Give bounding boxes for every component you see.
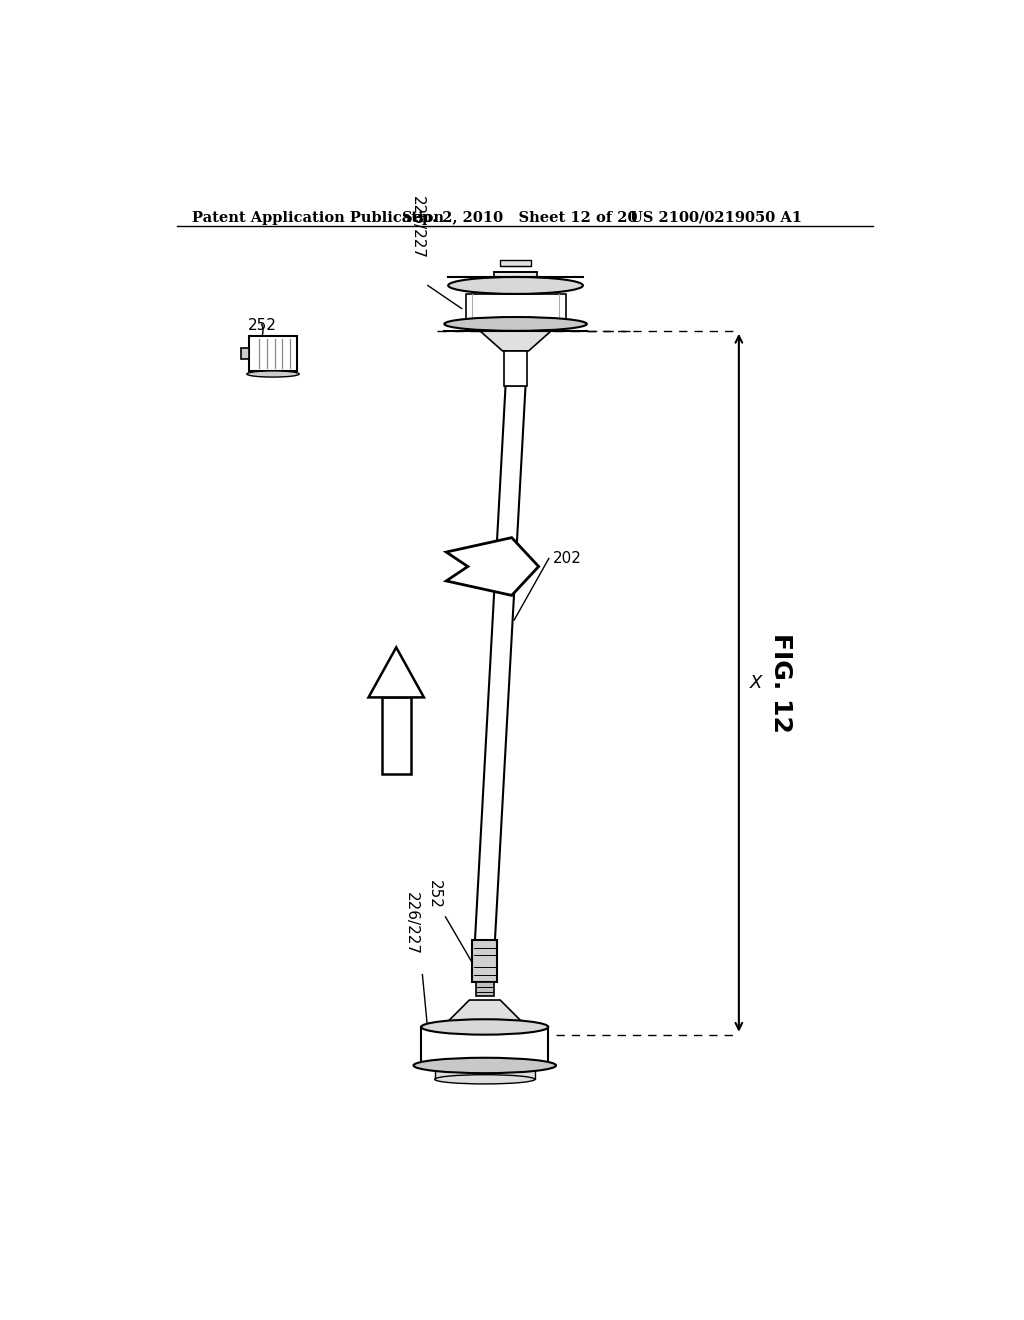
Bar	[242, 348, 249, 359]
Text: 226/227: 226/227	[410, 195, 425, 259]
Ellipse shape	[444, 317, 587, 331]
Ellipse shape	[414, 1057, 556, 1073]
Ellipse shape	[449, 277, 583, 294]
Text: 202: 202	[553, 550, 582, 566]
Bar	[504, 351, 527, 385]
Text: 226/227: 226/227	[404, 892, 419, 956]
Bar	[466, 294, 565, 321]
Ellipse shape	[435, 1074, 535, 1084]
Text: US 2100/0219050 A1: US 2100/0219050 A1	[630, 211, 802, 224]
Bar	[382, 697, 411, 775]
Text: X: X	[750, 673, 762, 692]
Polygon shape	[475, 385, 525, 944]
Text: FIG. 12: FIG. 12	[769, 632, 794, 733]
Polygon shape	[480, 331, 551, 351]
Bar	[249, 335, 297, 371]
Bar	[475, 982, 494, 997]
Ellipse shape	[247, 371, 299, 378]
Bar	[495, 272, 537, 281]
Bar	[500, 260, 531, 267]
Bar	[421, 1027, 548, 1065]
Polygon shape	[446, 537, 539, 595]
Polygon shape	[369, 647, 424, 697]
Bar	[472, 940, 497, 982]
Text: 252: 252	[427, 880, 442, 909]
Ellipse shape	[421, 1019, 548, 1035]
Bar	[435, 1069, 535, 1080]
Polygon shape	[442, 1001, 527, 1027]
Text: Patent Application Publication: Patent Application Publication	[193, 211, 444, 224]
Text: Sep. 2, 2010   Sheet 12 of 20: Sep. 2, 2010 Sheet 12 of 20	[401, 211, 637, 224]
Text: 252: 252	[249, 318, 278, 333]
